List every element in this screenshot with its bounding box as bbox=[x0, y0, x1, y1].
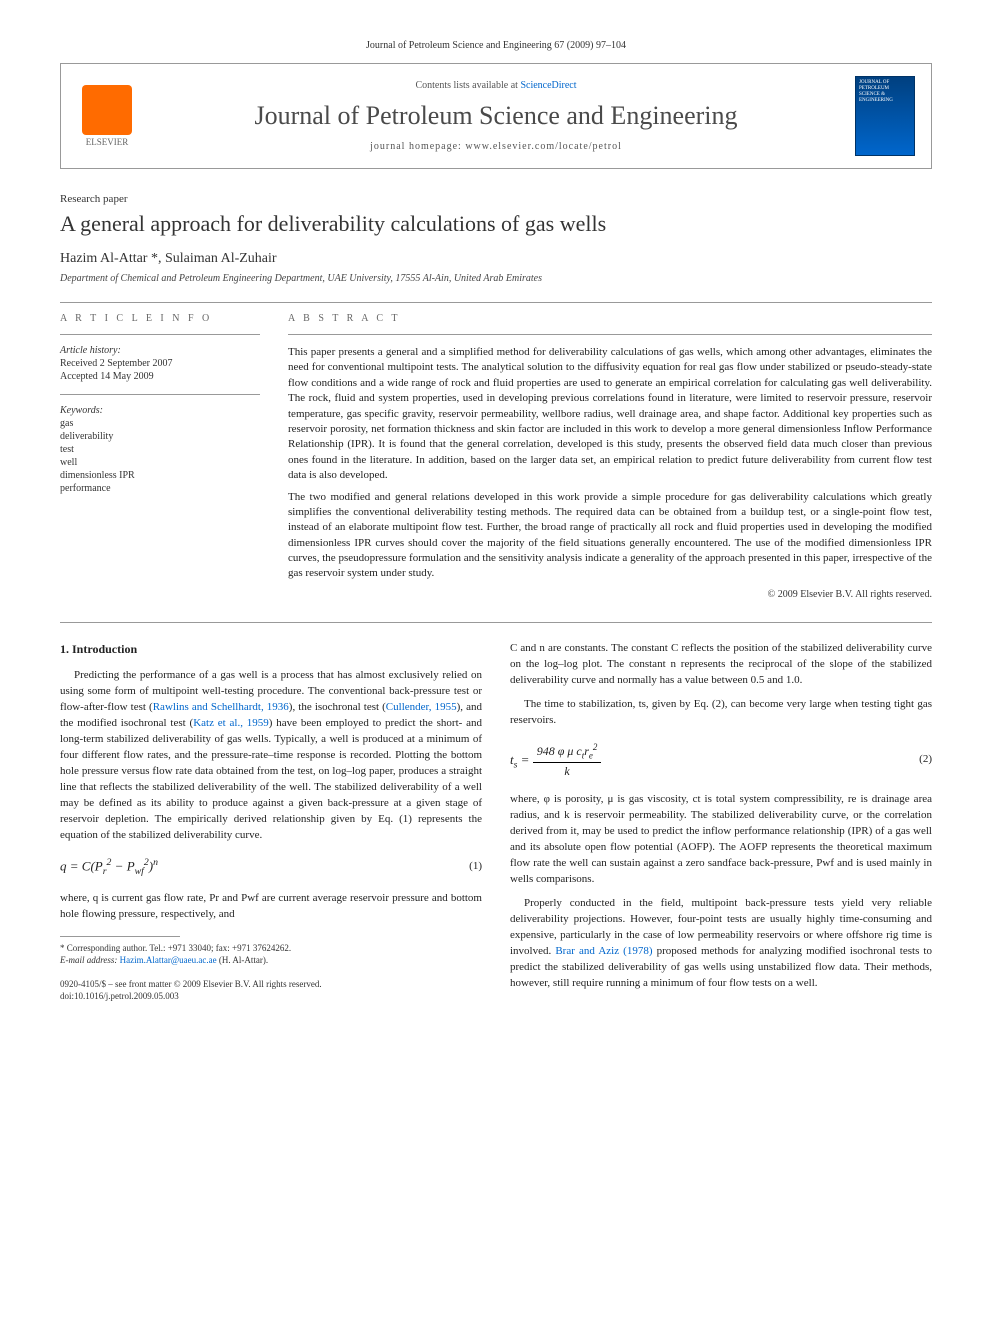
journal-reference: Journal of Petroleum Science and Enginee… bbox=[60, 40, 932, 51]
abstract-p2: The two modified and general relations d… bbox=[288, 490, 932, 582]
elsevier-logo: ELSEVIER bbox=[77, 81, 137, 151]
homepage-prefix: journal homepage: bbox=[370, 141, 465, 152]
article-type: Research paper bbox=[60, 193, 932, 205]
intro-p1: Predicting the performance of a gas well… bbox=[60, 668, 482, 843]
journal-cover-thumbnail: JOURNAL OF PETROLEUM SCIENCE & ENGINEERI… bbox=[855, 76, 915, 156]
email-suffix: (H. Al-Attar). bbox=[217, 955, 269, 965]
equation-formula: q = C(Pr2 − Pwf2)n bbox=[60, 856, 158, 879]
journal-homepage: journal homepage: www.elsevier.com/locat… bbox=[153, 141, 839, 152]
intro-p2: where, q is current gas flow rate, Pr an… bbox=[60, 891, 482, 923]
keyword: performance bbox=[60, 483, 260, 494]
article-info-column: A R T I C L E I N F O Article history: R… bbox=[60, 313, 260, 602]
equation-2: ts = 948 φ μ ctre2k (2) bbox=[510, 741, 932, 781]
history-label: Article history: bbox=[60, 345, 260, 356]
copyright: © 2009 Elsevier B.V. All rights reserved… bbox=[288, 588, 932, 602]
equation-number: (2) bbox=[919, 752, 932, 768]
cover-label: JOURNAL OF PETROLEUM SCIENCE & ENGINEERI… bbox=[856, 77, 914, 107]
elsevier-tree-icon bbox=[82, 85, 132, 135]
equation-1: q = C(Pr2 − Pwf2)n (1) bbox=[60, 856, 482, 879]
keyword: test bbox=[60, 444, 260, 455]
doi-line: doi:10.1016/j.petrol.2009.05.003 bbox=[60, 991, 482, 1003]
body-columns: 1. Introduction Predicting the performan… bbox=[60, 641, 932, 1002]
journal-title: Journal of Petroleum Science and Enginee… bbox=[153, 101, 839, 131]
text: ) have been employed to predict the shor… bbox=[60, 717, 482, 841]
abstract-heading: A B S T R A C T bbox=[288, 313, 932, 324]
abstract-text: This paper presents a general and a simp… bbox=[288, 345, 932, 602]
footnote-rule bbox=[60, 936, 180, 937]
right-p1: C and n are constants. The constant C re… bbox=[510, 641, 932, 689]
corr-line: * Corresponding author. Tel.: +971 33040… bbox=[60, 943, 482, 955]
article-title: A general approach for deliverability ca… bbox=[60, 211, 932, 237]
abstract-column: A B S T R A C T This paper presents a ge… bbox=[288, 313, 932, 602]
header-center: Contents lists available at ScienceDirec… bbox=[153, 80, 839, 152]
abstract-p1: This paper presents a general and a simp… bbox=[288, 345, 932, 484]
keywords-label: Keywords: bbox=[60, 405, 260, 416]
homepage-url: www.elsevier.com/locate/petrol bbox=[465, 141, 622, 152]
accepted-date: Accepted 14 May 2009 bbox=[60, 371, 260, 382]
sciencedirect-link[interactable]: ScienceDirect bbox=[520, 80, 576, 91]
contents-available-line: Contents lists available at ScienceDirec… bbox=[153, 80, 839, 91]
email-label: E-mail address: bbox=[60, 955, 120, 965]
rule bbox=[60, 622, 932, 623]
left-column: 1. Introduction Predicting the performan… bbox=[60, 641, 482, 1002]
reference-link[interactable]: Katz et al., 1959 bbox=[193, 717, 269, 729]
right-p2: The time to stabilization, ts, given by … bbox=[510, 697, 932, 729]
reference-link[interactable]: Cullender, 1955 bbox=[386, 701, 457, 713]
email-line: E-mail address: Hazim.Alattar@uaeu.ac.ae… bbox=[60, 955, 482, 967]
keyword: well bbox=[60, 457, 260, 468]
reference-link[interactable]: Brar and Aziz (1978) bbox=[555, 945, 652, 957]
affiliation: Department of Chemical and Petroleum Eng… bbox=[60, 273, 932, 284]
rule bbox=[60, 334, 260, 335]
journal-header: ELSEVIER Contents lists available at Sci… bbox=[60, 63, 932, 169]
keyword: dimensionless IPR bbox=[60, 470, 260, 481]
received-date: Received 2 September 2007 bbox=[60, 358, 260, 369]
rule bbox=[60, 394, 260, 395]
right-p4: Properly conducted in the field, multipo… bbox=[510, 896, 932, 992]
email-link[interactable]: Hazim.Alattar@uaeu.ac.ae bbox=[120, 955, 217, 965]
equation-number: (1) bbox=[469, 859, 482, 875]
equation-formula: ts = 948 φ μ ctre2k bbox=[510, 741, 601, 781]
reference-link[interactable]: Rawlins and Schellhardt, 1936 bbox=[153, 701, 289, 713]
authors: Hazim Al-Attar *, Sulaiman Al-Zuhair bbox=[60, 251, 932, 267]
right-column: C and n are constants. The constant C re… bbox=[510, 641, 932, 1002]
issn-line: 0920-4105/$ – see front matter © 2009 El… bbox=[60, 979, 482, 991]
article-info-heading: A R T I C L E I N F O bbox=[60, 313, 260, 324]
rule bbox=[288, 334, 932, 335]
text: ), the isochronal test ( bbox=[289, 701, 386, 713]
intro-heading: 1. Introduction bbox=[60, 641, 482, 658]
right-p3: where, φ is porosity, μ is gas viscosity… bbox=[510, 792, 932, 888]
corresponding-author-footnote: * Corresponding author. Tel.: +971 33040… bbox=[60, 943, 482, 966]
keyword: gas bbox=[60, 418, 260, 429]
rule bbox=[60, 302, 932, 303]
keyword: deliverability bbox=[60, 431, 260, 442]
elsevier-label: ELSEVIER bbox=[86, 137, 129, 147]
page-footer: 0920-4105/$ – see front matter © 2009 El… bbox=[60, 979, 482, 1002]
contents-prefix: Contents lists available at bbox=[415, 80, 520, 91]
